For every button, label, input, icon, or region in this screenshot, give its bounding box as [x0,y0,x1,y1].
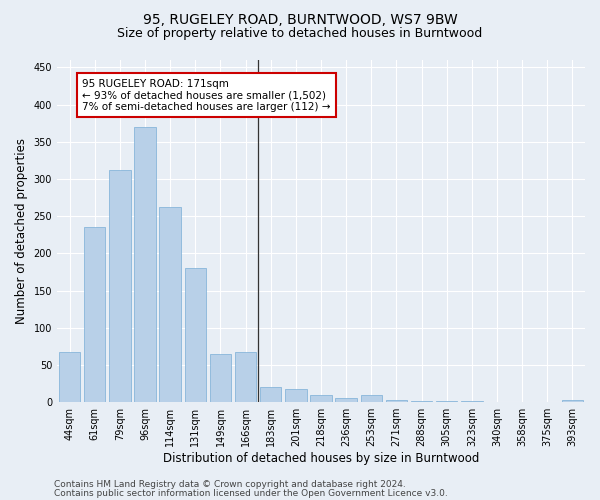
Y-axis label: Number of detached properties: Number of detached properties [15,138,28,324]
Bar [235,352,256,402]
Bar [335,398,357,402]
Bar [260,388,281,402]
Bar [285,389,307,402]
Text: 95 RUGELEY ROAD: 171sqm
← 93% of detached houses are smaller (1,502)
7% of semi-: 95 RUGELEY ROAD: 171sqm ← 93% of detache… [82,78,331,112]
Bar [84,228,106,402]
Bar [310,395,332,402]
Bar [210,354,231,402]
Text: Contains public sector information licensed under the Open Government Licence v3: Contains public sector information licen… [54,489,448,498]
Bar [185,268,206,402]
Bar [562,400,583,402]
Bar [59,352,80,402]
Bar [134,127,156,402]
Text: 95, RUGELEY ROAD, BURNTWOOD, WS7 9BW: 95, RUGELEY ROAD, BURNTWOOD, WS7 9BW [143,12,457,26]
Bar [160,206,181,402]
Text: Contains HM Land Registry data © Crown copyright and database right 2024.: Contains HM Land Registry data © Crown c… [54,480,406,489]
Bar [361,395,382,402]
Text: Size of property relative to detached houses in Burntwood: Size of property relative to detached ho… [118,28,482,40]
Bar [386,400,407,402]
Bar [109,170,131,402]
X-axis label: Distribution of detached houses by size in Burntwood: Distribution of detached houses by size … [163,452,479,465]
